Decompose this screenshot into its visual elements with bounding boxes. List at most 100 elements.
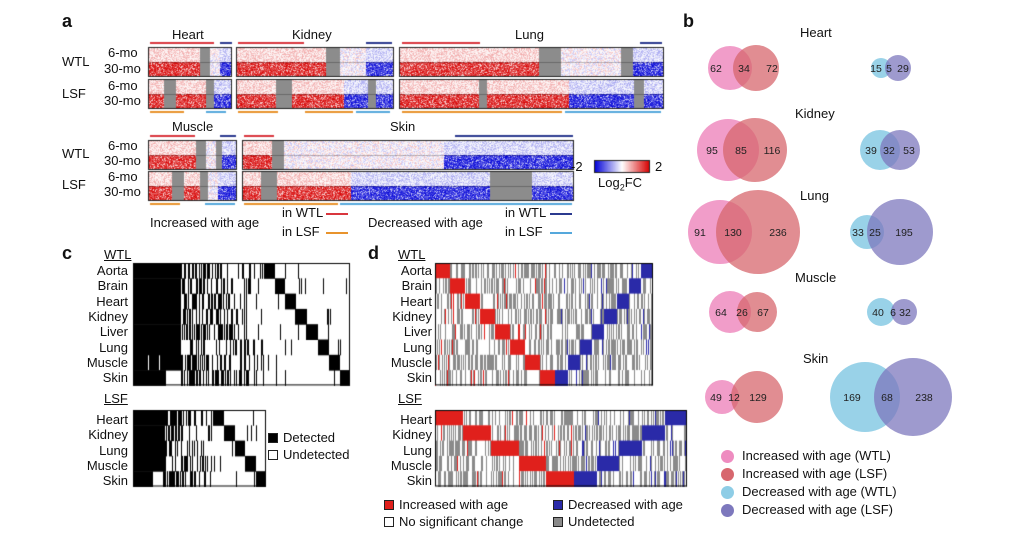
venn-count-dec-wtl_only: 169 xyxy=(843,392,861,404)
panel-d-label: d xyxy=(368,243,379,263)
row-label-heart: Heart xyxy=(400,412,432,427)
legend-dot xyxy=(721,468,734,481)
venn-count-dec-both: 6 xyxy=(890,307,896,319)
detection-matrix xyxy=(130,258,360,498)
legend-detected: Detected xyxy=(283,430,336,445)
panel-a-label: a xyxy=(62,11,73,31)
row-label-brain: Brain xyxy=(97,278,128,294)
legend-detected-swatch xyxy=(268,433,278,443)
colorbar-min: -2 xyxy=(571,159,583,174)
row-label-heart: Heart xyxy=(96,293,128,309)
venn-count-inc-wtl_only: 91 xyxy=(694,227,706,239)
legend-undetected: Undetected xyxy=(283,447,350,462)
row-label-kidney: Kidney xyxy=(392,308,432,324)
row-label-lung: Lung xyxy=(99,442,128,458)
age-30mo: 30-mo xyxy=(104,61,141,76)
row-label-liver: Liver xyxy=(403,324,432,340)
group-wtl-2: WTL xyxy=(62,146,90,161)
venn-title-muscle: Muscle xyxy=(795,270,837,285)
legend-in-wtl: in WTL xyxy=(282,205,324,220)
venn-circle-dec-lsf xyxy=(891,299,917,325)
colorbar-label: Log2FC xyxy=(598,176,642,195)
legend-nochange-swatch xyxy=(384,517,394,527)
tissue-label-kidney: Kidney xyxy=(292,27,332,42)
row-label-kidney: Kidney xyxy=(88,427,128,443)
legend-line-inc-lsf xyxy=(326,232,348,234)
legend-decreased: Decreased with age xyxy=(568,497,683,512)
age-30mo: 30-mo xyxy=(104,184,141,199)
venn-count-dec-both: 5 xyxy=(886,63,892,75)
legend-increased-swatch xyxy=(384,500,394,510)
row-label-kidney: Kidney xyxy=(392,427,432,443)
row-label-aorta: Aorta xyxy=(400,263,432,278)
venn-count-inc-lsf_only: 72 xyxy=(766,63,778,75)
venn-count-inc-wtl_only: 49 xyxy=(710,392,722,404)
venn-circle-dec-lsf xyxy=(885,55,911,81)
row-label-skin: Skin xyxy=(406,370,432,386)
legend-in-lsf: in LSF xyxy=(505,224,543,239)
age-30mo: 30-mo xyxy=(104,153,141,168)
panel-b-label: b xyxy=(683,11,694,31)
row-label-muscle: Muscle xyxy=(390,354,432,370)
group-lsf-2: LSF xyxy=(62,177,86,192)
venn-count-inc-wtl_only: 95 xyxy=(706,145,718,157)
row-label-muscle: Muscle xyxy=(390,457,432,473)
venn-count-inc-lsf_only: 116 xyxy=(764,145,781,157)
venn-count-inc-both: 26 xyxy=(736,307,748,319)
d-lsf-title: LSF xyxy=(398,391,422,406)
legend-undetected-swatch xyxy=(553,517,563,527)
venn-legend-item: Decreased with age (WTL) xyxy=(742,484,897,499)
venn-count-inc-lsf_only: 67 xyxy=(757,307,769,319)
venn-circle-inc-lsf xyxy=(731,371,783,423)
venn-title-kidney: Kidney xyxy=(795,106,835,121)
venn-count-dec-lsf_only: 29 xyxy=(897,63,909,75)
row-label-muscle: Muscle xyxy=(86,457,128,473)
venn-count-dec-wtl_only: 39 xyxy=(865,145,877,157)
venn-legend-item: Increased with age (LSF) xyxy=(742,466,888,481)
venn-legend-item: Increased with age (WTL) xyxy=(742,448,891,463)
row-label-muscle: Muscle xyxy=(86,354,128,370)
c-lsf-title: LSF xyxy=(104,391,128,406)
row-label-heart: Heart xyxy=(96,412,128,427)
tissue-label-lung: Lung xyxy=(515,27,544,42)
venn-title-skin: Skin xyxy=(803,351,829,366)
legend-decreased-swatch xyxy=(553,500,563,510)
group-wtl-1: WTL xyxy=(62,54,90,69)
venn-circle-dec-lsf xyxy=(867,199,933,265)
legend-in-wtl: in WTL xyxy=(505,205,547,220)
row-label-brain: Brain xyxy=(401,278,432,294)
colorbar-label-text: Log xyxy=(598,175,620,190)
venn-count-inc-both: 12 xyxy=(728,392,740,404)
venn-count-inc-lsf_only: 236 xyxy=(769,227,787,239)
c-wtl-title: WTL xyxy=(104,247,132,262)
venn-title-heart: Heart xyxy=(800,25,832,40)
venn-count-inc-wtl_only: 64 xyxy=(715,307,727,319)
legend-dot xyxy=(721,504,734,517)
colorbar-max: 2 xyxy=(655,159,663,174)
venn-count-inc-wtl_only: 62 xyxy=(710,63,722,75)
legend-increased: Increased with age xyxy=(150,215,260,230)
venn-count-dec-wtl_only: 40 xyxy=(872,307,884,319)
legend-undetected-swatch xyxy=(268,450,278,460)
row-label-lung: Lung xyxy=(403,442,432,458)
age-6mo: 6-mo xyxy=(108,138,138,153)
row-label-lung: Lung xyxy=(403,339,432,355)
legend-undetected: Undetected xyxy=(568,514,635,529)
venn-count-dec-lsf_only: 53 xyxy=(903,145,915,157)
row-label-skin: Skin xyxy=(102,473,128,489)
age-6mo: 6-mo xyxy=(108,45,138,60)
venn-count-dec-wtl_only: 15 xyxy=(870,63,882,75)
venn-circle-inc-wtl xyxy=(705,380,739,414)
legend-nochange: No significant change xyxy=(399,514,524,529)
legend-in-lsf: in LSF xyxy=(282,224,320,239)
d-wtl-title: WTL xyxy=(398,247,426,262)
venn-circle-dec-wtl xyxy=(867,298,895,326)
venn-count-dec-lsf_only: 195 xyxy=(895,227,913,239)
venn-circle-inc-lsf xyxy=(723,118,787,182)
legend-line-dec-lsf xyxy=(550,232,572,234)
age-6mo: 6-mo xyxy=(108,78,138,93)
row-label-lung: Lung xyxy=(99,339,128,355)
legend-decreased: Decreased with age xyxy=(368,215,483,230)
venn-circle-inc-lsf xyxy=(716,190,800,274)
age-30mo: 30-mo xyxy=(104,93,141,108)
